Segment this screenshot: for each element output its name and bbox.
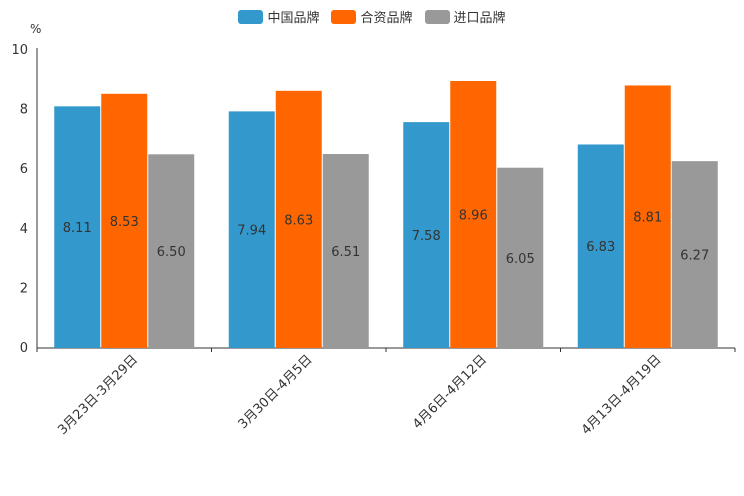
bar-value-label: 6.50 bbox=[157, 245, 186, 260]
legend-label-domestic: 中国品牌 bbox=[267, 11, 320, 26]
legend-swatch-imported bbox=[424, 9, 450, 24]
legend-item-imported[interactable]: 进口品牌 bbox=[424, 7, 506, 26]
bar-value-label: 8.63 bbox=[284, 213, 313, 228]
bar-value-label: 6.27 bbox=[680, 249, 709, 264]
x-category-label: 3月30日-4月5日 bbox=[236, 352, 316, 432]
bar bbox=[275, 90, 322, 349]
bar-value-label: 8.53 bbox=[110, 215, 139, 230]
legend-item-domestic[interactable]: 中国品牌 bbox=[238, 7, 319, 26]
bar-value-label: 6.05 bbox=[506, 252, 535, 267]
x-category-label: 4月13日-4月19日 bbox=[579, 352, 665, 438]
legend-label-imported: 进口品牌 bbox=[453, 11, 506, 26]
bar-value-label: 7.94 bbox=[237, 224, 266, 239]
bar bbox=[54, 106, 101, 349]
bar bbox=[497, 167, 544, 348]
bar-value-label: 6.83 bbox=[586, 240, 615, 255]
bar bbox=[322, 154, 369, 348]
y-tick-label: 0 bbox=[20, 341, 28, 356]
y-tick-label: 10 bbox=[11, 43, 28, 58]
legend-swatch-joint-venture bbox=[331, 9, 357, 24]
chart-legend: 中国品牌 合资品牌 进口品牌 bbox=[0, 7, 744, 26]
x-category-label: 3月23日-3月29日 bbox=[55, 352, 141, 438]
legend-item-joint-venture[interactable]: 合资品牌 bbox=[331, 7, 413, 26]
bar-value-label: 8.96 bbox=[459, 208, 488, 223]
bar-value-label: 6.51 bbox=[331, 245, 360, 260]
y-tick-label: 4 bbox=[20, 222, 28, 237]
bar-value-label: 7.58 bbox=[412, 229, 441, 244]
y-tick-label: 6 bbox=[20, 162, 28, 177]
y-axis-unit-label: % bbox=[30, 22, 42, 36]
bar bbox=[148, 154, 195, 348]
y-tick-label: 8 bbox=[20, 103, 28, 118]
x-category-label: 4月6日-4月12日 bbox=[410, 352, 490, 432]
bar bbox=[577, 144, 624, 348]
bar bbox=[624, 85, 671, 348]
bar bbox=[101, 93, 148, 348]
bar bbox=[671, 161, 718, 348]
legend-swatch-domestic bbox=[238, 9, 264, 24]
y-tick-label: 2 bbox=[20, 281, 28, 296]
legend-label-joint-venture: 合资品牌 bbox=[360, 11, 413, 26]
bar-value-label: 8.11 bbox=[63, 221, 92, 236]
bar bbox=[403, 122, 450, 348]
bar bbox=[228, 111, 275, 348]
bar-value-label: 8.81 bbox=[633, 211, 662, 226]
bar bbox=[450, 80, 497, 348]
